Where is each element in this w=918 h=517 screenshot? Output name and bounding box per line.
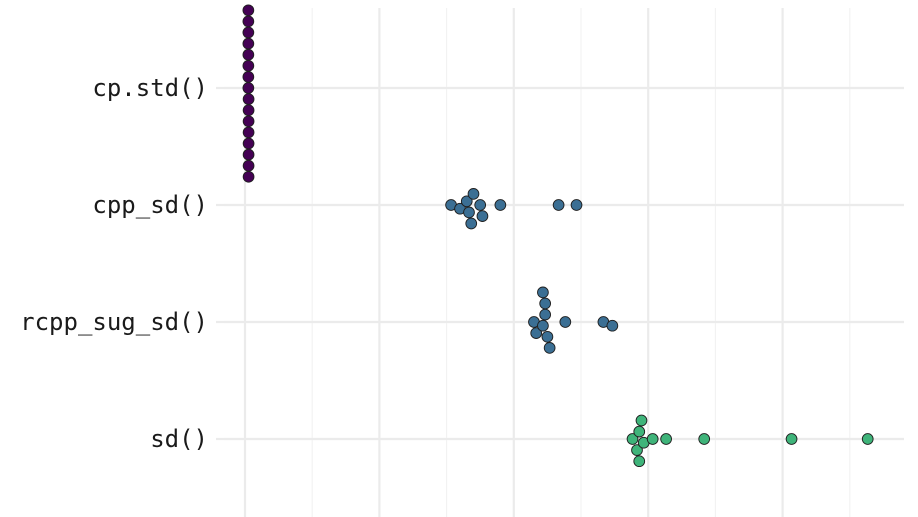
data-point	[467, 188, 480, 200]
grid-layer	[216, 8, 904, 517]
data-point	[460, 195, 473, 208]
data-point	[242, 15, 255, 28]
data-point	[465, 217, 478, 230]
data-point	[541, 330, 554, 343]
data-point	[242, 170, 255, 183]
data-point	[242, 48, 255, 61]
data-point	[626, 433, 639, 445]
data-point	[463, 206, 475, 219]
data-point	[242, 71, 255, 83]
data-point	[543, 342, 556, 354]
data-point	[635, 414, 648, 427]
data-point	[242, 126, 255, 139]
data-point	[242, 159, 255, 172]
data-point	[646, 433, 659, 445]
data-point	[606, 319, 619, 332]
data-point	[242, 93, 255, 105]
data-point	[242, 137, 255, 150]
data-point	[552, 199, 565, 211]
data-point	[537, 319, 549, 332]
data-point	[559, 316, 572, 328]
data-point	[570, 199, 583, 211]
data-point	[537, 286, 549, 299]
data-point	[633, 425, 646, 438]
category-label: cpp_sd()	[92, 191, 208, 219]
data-point	[631, 444, 643, 456]
data-point	[633, 455, 646, 468]
category-label: cp.std()	[92, 74, 208, 102]
data-point	[242, 4, 255, 17]
data-point	[698, 433, 711, 445]
data-point	[494, 199, 507, 211]
category-label: sd()	[150, 425, 208, 453]
data-point	[242, 115, 255, 128]
category-label: rcpp_sug_sd()	[20, 308, 208, 336]
data-point	[476, 210, 489, 222]
data-point	[474, 199, 487, 211]
data-point	[242, 37, 255, 50]
data-point	[242, 82, 255, 94]
data-point	[242, 104, 255, 117]
data-point	[242, 148, 255, 161]
data-point	[539, 297, 552, 310]
data-point	[242, 59, 255, 72]
data-points	[242, 4, 874, 468]
data-point	[660, 433, 672, 445]
data-point	[530, 327, 543, 339]
data-point	[242, 26, 255, 39]
data-point	[785, 433, 798, 445]
category-labels: cp.std() cpp_sd() rcpp_sug_sd() sd()	[20, 74, 208, 453]
data-point	[539, 308, 552, 321]
data-point	[861, 433, 874, 445]
